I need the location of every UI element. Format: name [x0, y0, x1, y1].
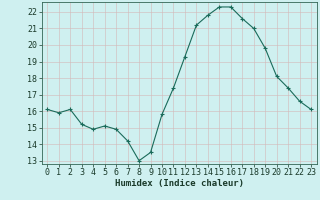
X-axis label: Humidex (Indice chaleur): Humidex (Indice chaleur) [115, 179, 244, 188]
